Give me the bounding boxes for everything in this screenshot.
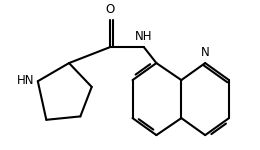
Text: NH: NH — [135, 30, 152, 43]
Text: O: O — [105, 3, 114, 16]
Text: HN: HN — [17, 74, 34, 87]
Text: N: N — [201, 46, 210, 59]
